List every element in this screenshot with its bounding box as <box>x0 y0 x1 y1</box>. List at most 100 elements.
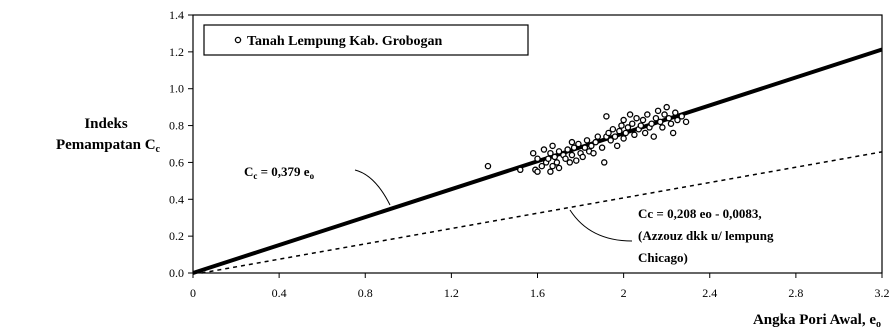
data-point <box>603 113 610 120</box>
legend-box <box>203 24 529 56</box>
data-point <box>613 142 621 150</box>
x-tick-label: 0.4 <box>272 286 287 300</box>
x-tick-label: 1.2 <box>444 286 459 300</box>
x-tick-label: 2.8 <box>788 286 803 300</box>
equation-1-c: C <box>244 164 253 179</box>
y-tick-label: 0.8 <box>169 119 184 133</box>
data-point <box>650 133 658 140</box>
y-tick-label: 0.4 <box>169 192 184 206</box>
equation-2-line-1: Cc = 0,208 eo - 0,0083, <box>638 206 762 221</box>
data-point <box>674 116 681 124</box>
data-point <box>663 103 670 111</box>
data-point <box>534 155 541 162</box>
data-point <box>628 120 636 127</box>
x-tick-label: 3.2 <box>875 286 890 300</box>
equation-2-line-2: (Azzouz dkk u/ lempung <box>638 228 774 243</box>
data-point <box>618 122 625 129</box>
plot-area <box>192 14 883 274</box>
x-tick-label: 2 <box>621 286 627 300</box>
data-point <box>534 168 541 175</box>
y-tick-label: 0.6 <box>169 155 184 169</box>
data-point <box>579 153 586 161</box>
data-point <box>605 129 612 137</box>
equation-2-leader <box>569 209 633 242</box>
y-axis-title-text: Pemampatan C <box>56 137 156 153</box>
data-point <box>667 120 675 127</box>
y-tick-label: 0.2 <box>169 229 184 243</box>
legend: Tanah Lempung Kab. Grobogan <box>203 24 529 56</box>
data-point <box>545 155 552 162</box>
data-point <box>549 162 556 170</box>
data-point <box>555 164 563 172</box>
data-point <box>547 168 554 175</box>
data-point <box>648 120 655 127</box>
data-point <box>555 148 563 155</box>
data-point <box>573 157 580 164</box>
y-axis-title-line-1: Indeks <box>84 116 128 132</box>
data-point <box>678 113 686 120</box>
x-axis-title-sub: o <box>876 319 881 330</box>
data-point <box>529 149 537 157</box>
data-point <box>594 133 602 140</box>
data-point <box>609 126 617 133</box>
data-point <box>669 129 677 137</box>
data-point <box>583 137 591 144</box>
data-point <box>620 135 627 142</box>
data-point <box>672 109 679 116</box>
data-point <box>553 159 561 166</box>
y-tick-label: 1.2 <box>169 45 184 59</box>
data-point <box>484 162 492 170</box>
x-tick-labels: 0 0.4 0.8 1.2 1.6 2 2.4 2.8 3.2 <box>190 286 890 300</box>
data-point <box>600 159 608 166</box>
x-tick-label: 0.8 <box>358 286 373 300</box>
legend-label: Tanah Lempung Kab. Grobogan <box>247 34 443 49</box>
equation-1-leader <box>354 169 391 206</box>
data-point <box>639 116 647 124</box>
data-point <box>607 137 614 144</box>
data-point <box>540 146 548 153</box>
data-point <box>652 114 660 122</box>
data-point <box>592 138 599 146</box>
data-point <box>564 146 571 153</box>
data-point <box>659 124 666 131</box>
data-point <box>682 118 690 126</box>
data-point <box>633 114 640 122</box>
data-point <box>624 124 632 131</box>
equation-2-line-3: Chicago) <box>638 250 688 265</box>
x-axis-title: Angka Pori Awal, eo <box>753 312 881 330</box>
y-tick-label: 0.0 <box>169 266 184 280</box>
equation-1-body: = 0,379 e <box>257 164 309 179</box>
data-point <box>547 149 554 157</box>
y-tick-label: 1.0 <box>169 82 184 96</box>
equation-1-c-sub: c <box>253 171 257 181</box>
y-axis-title-line-2: Pemampatan Cc <box>56 137 161 155</box>
x-tick-label: 2.4 <box>702 286 717 300</box>
legend-marker <box>234 36 242 44</box>
data-point <box>641 129 649 137</box>
data-point <box>566 159 574 166</box>
data-point <box>549 142 556 150</box>
fit-line-azzouz <box>201 151 883 274</box>
data-point <box>551 153 558 161</box>
data-point <box>622 129 630 137</box>
axis-ticks <box>188 14 883 278</box>
data-point <box>620 116 627 124</box>
data-point <box>517 166 524 174</box>
data-point <box>665 114 673 122</box>
data-point <box>626 111 634 118</box>
data-point <box>656 118 664 126</box>
data-point <box>538 162 546 170</box>
y-axis-title-sub: c <box>156 144 161 155</box>
data-point <box>568 138 576 146</box>
data-point <box>570 144 578 151</box>
data-point <box>654 107 662 115</box>
data-point <box>575 140 582 148</box>
data-point <box>644 111 651 118</box>
data-point <box>611 133 619 140</box>
data-point <box>581 144 589 151</box>
data-point <box>616 127 623 135</box>
data-point <box>562 155 569 162</box>
x-axis-title-text: Angka Pori Awal, e <box>753 312 876 328</box>
y-tick-label: 1.4 <box>169 8 184 22</box>
data-points <box>484 103 690 175</box>
